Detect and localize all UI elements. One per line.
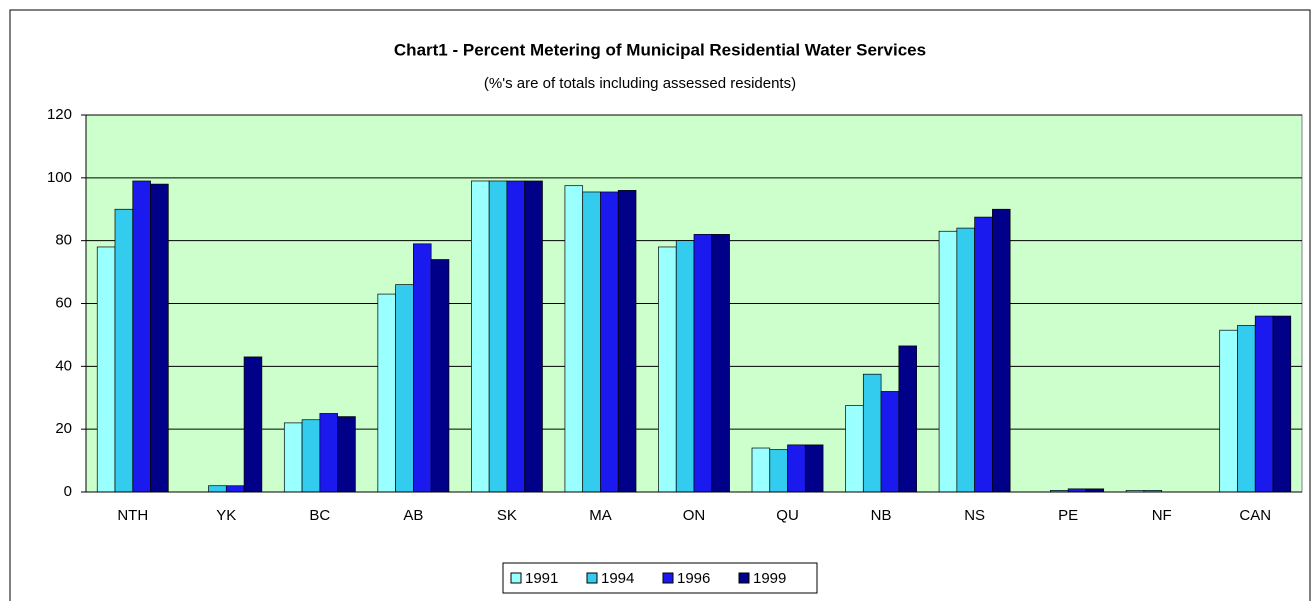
- bar: [845, 405, 864, 493]
- bar: [1272, 315, 1292, 493]
- legend-label: 1996: [677, 570, 710, 587]
- x-tick-label: NF: [1152, 507, 1172, 524]
- bar: [675, 240, 695, 493]
- bar: [1254, 315, 1274, 493]
- legend-box: [502, 562, 818, 594]
- x-tick-label: NTH: [117, 507, 148, 524]
- legend-label: 1999: [753, 570, 786, 587]
- bar: [582, 191, 601, 493]
- x-tick-label: SK: [497, 507, 517, 524]
- bar: [617, 190, 637, 493]
- bar: [337, 416, 356, 493]
- bar: [600, 191, 619, 493]
- legend-swatch: [662, 572, 674, 584]
- bar: [938, 230, 958, 493]
- bar: [693, 234, 713, 493]
- bar: [395, 284, 414, 493]
- y-tick-label: 80: [55, 232, 72, 249]
- bar: [658, 246, 677, 493]
- x-tick-label: MA: [589, 507, 612, 524]
- x-tick-label: BC: [309, 507, 330, 524]
- y-tick-label: 60: [55, 294, 72, 311]
- bar: [301, 419, 321, 493]
- bar: [1237, 325, 1256, 493]
- legend-swatch: [510, 572, 522, 584]
- bar: [1219, 329, 1238, 493]
- bar: [430, 259, 450, 493]
- bar: [208, 485, 227, 493]
- chart-subtitle: (%'s are of totals including assessed re…: [484, 75, 796, 92]
- bar: [898, 345, 917, 493]
- bar: [132, 180, 151, 493]
- bar: [751, 447, 771, 493]
- x-tick-label: PE: [1058, 507, 1078, 524]
- bar: [96, 246, 116, 493]
- bar: [488, 180, 508, 493]
- y-tick-label: 120: [47, 106, 72, 123]
- x-tick-label: ON: [683, 507, 706, 524]
- x-tick-label: AB: [403, 507, 423, 524]
- bar: [506, 180, 526, 493]
- bar: [413, 243, 432, 493]
- y-tick-label: 20: [55, 420, 72, 437]
- bar: [243, 356, 263, 493]
- x-tick-label: NS: [964, 507, 985, 524]
- bar: [471, 180, 490, 493]
- bar: [880, 391, 900, 493]
- bar: [769, 449, 788, 493]
- x-tick-label: YK: [216, 507, 236, 524]
- y-tick-label: 100: [47, 169, 72, 186]
- y-tick-label: 0: [64, 483, 72, 500]
- legend-label: 1991: [525, 570, 558, 587]
- legend-swatch: [586, 572, 598, 584]
- bar: [804, 444, 824, 493]
- bar: [283, 422, 303, 493]
- bar: [114, 208, 134, 493]
- bar: [862, 373, 882, 493]
- x-tick-label: QU: [776, 507, 799, 524]
- x-tick-label: CAN: [1239, 507, 1271, 524]
- bar: [564, 185, 584, 493]
- bar: [711, 234, 730, 493]
- bar: [956, 227, 975, 493]
- bar: [319, 413, 338, 493]
- x-tick-label: NB: [871, 507, 892, 524]
- legend-label: 1994: [601, 570, 634, 587]
- bar: [225, 485, 245, 493]
- bar: [992, 208, 1011, 493]
- legend-swatch: [738, 572, 750, 584]
- bar: [787, 444, 806, 493]
- bar: [150, 183, 169, 493]
- y-tick-label: 40: [55, 357, 72, 374]
- bar: [377, 293, 396, 493]
- bar: [974, 216, 993, 493]
- chart-title: Chart1 - Percent Metering of Municipal R…: [394, 40, 926, 59]
- bar: [524, 180, 543, 493]
